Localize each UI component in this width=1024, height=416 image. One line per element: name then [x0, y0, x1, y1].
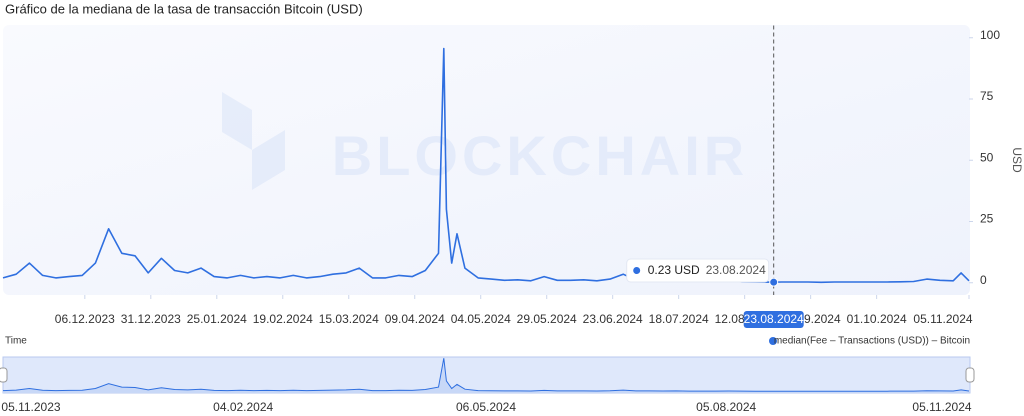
- x-tick-label: 01.10.2024: [847, 312, 907, 326]
- x-tick-label: 05.11.2024: [913, 312, 972, 326]
- x-tick-label: 19.02.2024: [253, 312, 313, 326]
- x-tick-label: 04.05.2024: [451, 312, 511, 326]
- navigator-tick-label: 05.08.2024: [696, 400, 756, 414]
- y-tick-label: 0: [980, 273, 987, 287]
- navigator-area: [3, 358, 969, 393]
- navigator-tick-label: 06.05.2024: [456, 400, 516, 414]
- x-tick-label: 15.03.2024: [319, 312, 379, 326]
- navigator-handle: [965, 367, 975, 383]
- plot-background: [3, 25, 970, 295]
- x-tick-label: 31.12.2023: [121, 312, 181, 326]
- navigator-background: [2, 356, 971, 394]
- navigator-tick-label: 05.11.2024: [912, 400, 971, 414]
- legend-marker: [769, 337, 777, 345]
- watermark-logo: [222, 92, 285, 190]
- navigator-handle: [0, 367, 8, 383]
- y-tick-label: 25: [980, 212, 994, 226]
- navigator-label: Time: [5, 336, 27, 347]
- y-tick-label: 100: [980, 28, 1000, 42]
- y-tick-label: 75: [980, 89, 994, 103]
- y-tick-label: 50: [980, 150, 994, 164]
- x-tick-label: 06.12.2023: [55, 312, 115, 326]
- crosshair-label-bg: [743, 311, 804, 328]
- tooltip-value: 0.23 USD: [648, 263, 700, 277]
- x-tick-label: 09.04.2024: [385, 312, 445, 326]
- watermark: BLOCKCHAIR: [332, 124, 748, 187]
- x-tick-label: 25.01.2024: [187, 312, 247, 326]
- navigator-line: [2, 358, 970, 392]
- navigator-tick-label: 04.02.2024: [213, 400, 273, 414]
- tooltip-marker: [633, 267, 641, 274]
- series-line: [2, 47, 970, 284]
- tooltip-date: 23.08.2024: [706, 263, 766, 277]
- x-tick-label: 29.05.2024: [517, 312, 577, 326]
- x-tick-label: 23.06.2024: [583, 312, 643, 326]
- navigator-tick-label: 05.11.2023: [1, 400, 60, 414]
- legend-label: median(Fee – Transactions (USD)) – Bitco…: [774, 336, 970, 347]
- y-axis-label: USD: [1010, 147, 1024, 173]
- tooltip: [626, 258, 770, 283]
- crosshair-label: 23.08.2024: [744, 312, 804, 326]
- x-tick-label: 18.07.2024: [649, 312, 709, 326]
- chart-title: Gráfico de la mediana de la tasa de tran…: [5, 1, 363, 16]
- hover-point: [769, 277, 779, 287]
